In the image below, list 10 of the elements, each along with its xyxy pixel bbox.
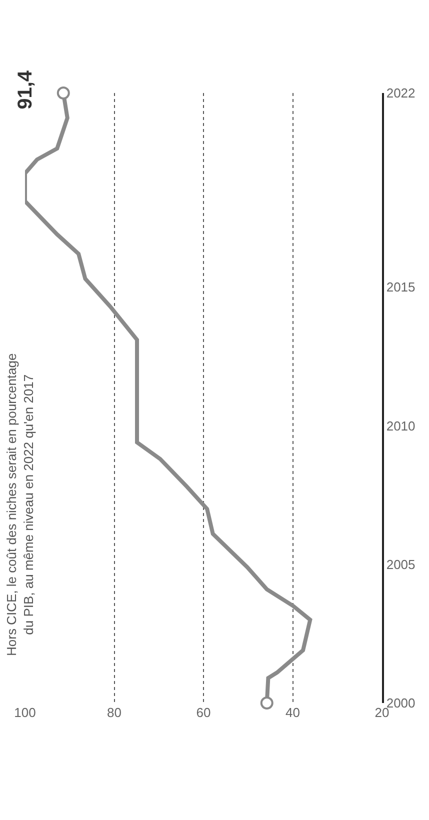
y-tick-label: 2015 [386,280,416,295]
x-tick-label: 60 [196,705,211,720]
annotation: 91,4 [14,70,36,110]
text: Hors CICE, le coût des niches serait en pourcentage du PIB, au même niveau en 2022 qu'en 2017 [4,353,36,656]
y-tick-label: 2022 [386,86,416,101]
x-tick-label: 100 [14,705,36,720]
y-tick-label: 2010 [386,418,416,434]
y-tick-label: 2005 [386,556,416,572]
x-tick-label: 40 [286,705,300,720]
x-tick-label: 80 [107,705,122,720]
